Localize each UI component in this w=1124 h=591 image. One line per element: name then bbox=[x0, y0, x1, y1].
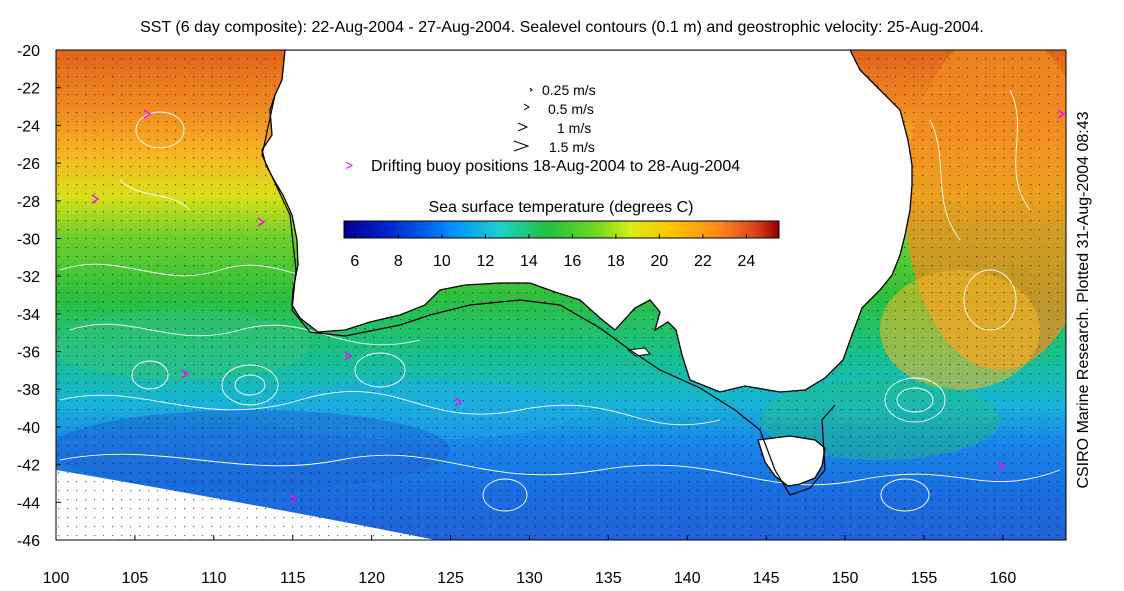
sealevel-contours bbox=[59, 89, 1061, 512]
y-tick-label: -24 bbox=[17, 118, 40, 135]
y-tick-label: -26 bbox=[17, 156, 40, 173]
vector-key-15 bbox=[513, 140, 530, 152]
x-tick-label: 105 bbox=[122, 570, 149, 587]
chart-title: SST (6 day composite): 22-Aug-2004 - 27-… bbox=[140, 19, 984, 36]
y-tick-label: -38 bbox=[17, 382, 40, 399]
colorbar-tick-label: 20 bbox=[650, 253, 668, 270]
buoy-legend-label: Drifting buoy positions 18-Aug-2004 to 2… bbox=[371, 158, 740, 175]
colorbar-tick-label: 10 bbox=[433, 253, 451, 270]
vector-key-05 bbox=[523, 103, 530, 111]
vector-label-15: 1.5 m/s bbox=[549, 139, 595, 155]
x-tick-label: 150 bbox=[832, 570, 859, 587]
plot-frame bbox=[55, 49, 1067, 541]
shelf-break-line bbox=[261, 94, 836, 496]
y-tick-label: -40 bbox=[17, 420, 40, 437]
colorbar-title: Sea surface temperature (degrees C) bbox=[428, 199, 693, 216]
colorbar-tick-label: 24 bbox=[737, 253, 755, 270]
x-tick-label: 135 bbox=[595, 570, 622, 587]
credit-text: CSIRO Marine Research. Plotted 31-Aug-20… bbox=[1075, 111, 1092, 489]
colorbar-tick-label: 16 bbox=[563, 253, 581, 270]
x-tick-label: 155 bbox=[911, 570, 938, 587]
x-tick-label: 125 bbox=[437, 570, 464, 587]
colorbar-tick-label: 22 bbox=[694, 253, 712, 270]
colorbar-scale bbox=[343, 220, 780, 239]
x-axis: 100 105 110 115 120 125 130 135 140 145 150 155 160 bbox=[43, 535, 1017, 587]
colorbar-tick-label: 14 bbox=[520, 253, 538, 270]
vector-label-025: 0.25 m/s bbox=[542, 82, 596, 98]
colorbar-ticks: 6 8 10 12 14 16 18 20 22 24 bbox=[350, 234, 755, 270]
x-tick-label: 140 bbox=[674, 570, 701, 587]
vector-key-1 bbox=[517, 122, 529, 132]
x-tick-label: 100 bbox=[43, 570, 70, 587]
vector-label-1: 1 m/s bbox=[557, 120, 591, 136]
x-tick-label: 145 bbox=[753, 570, 780, 587]
y-tick-label: -46 bbox=[17, 533, 40, 550]
buoy-tracks bbox=[91, 109, 1066, 504]
y-tick-label: -30 bbox=[17, 231, 40, 248]
y-tick-label: -22 bbox=[17, 81, 40, 98]
colorbar-tick-label: 18 bbox=[607, 253, 625, 270]
colorbar-tick-label: 6 bbox=[350, 253, 359, 270]
x-tick-label: 120 bbox=[358, 570, 385, 587]
y-tick-label: -36 bbox=[17, 345, 40, 362]
vector-label-05: 0.5 m/s bbox=[548, 101, 594, 117]
y-tick-label: -32 bbox=[17, 269, 40, 286]
vector-legend: 0.25 m/s 0.5 m/s 1 m/s 1.5 m/s bbox=[513, 82, 596, 155]
y-tick-label: -44 bbox=[17, 495, 40, 512]
vector-key-025 bbox=[529, 87, 533, 92]
colorbar-tick-label: 12 bbox=[476, 253, 494, 270]
colorbar-tick-label: 8 bbox=[394, 253, 403, 270]
y-tick-label: -42 bbox=[17, 458, 40, 475]
y-axis: -20 -22 -24 -26 -28 -30 -32 -34 -36 -38 -40 -42 -44 -… bbox=[17, 43, 61, 550]
buoy-marker-icon: > bbox=[345, 157, 353, 173]
x-tick-label: 110 bbox=[201, 570, 227, 587]
y-tick-label: -28 bbox=[17, 194, 40, 211]
x-tick-label: 130 bbox=[516, 570, 543, 587]
y-tick-label: -20 bbox=[17, 43, 40, 60]
colorbar: Sea surface temperature (degrees C) 6 8 10… bbox=[343, 199, 780, 270]
x-tick-label: 115 bbox=[280, 570, 306, 587]
legend: 0.25 m/s 0.5 m/s 1 m/s 1.5 m/s > Driftin… bbox=[345, 82, 740, 175]
x-tick-label: 160 bbox=[990, 570, 1017, 587]
y-tick-label: -34 bbox=[17, 307, 40, 324]
